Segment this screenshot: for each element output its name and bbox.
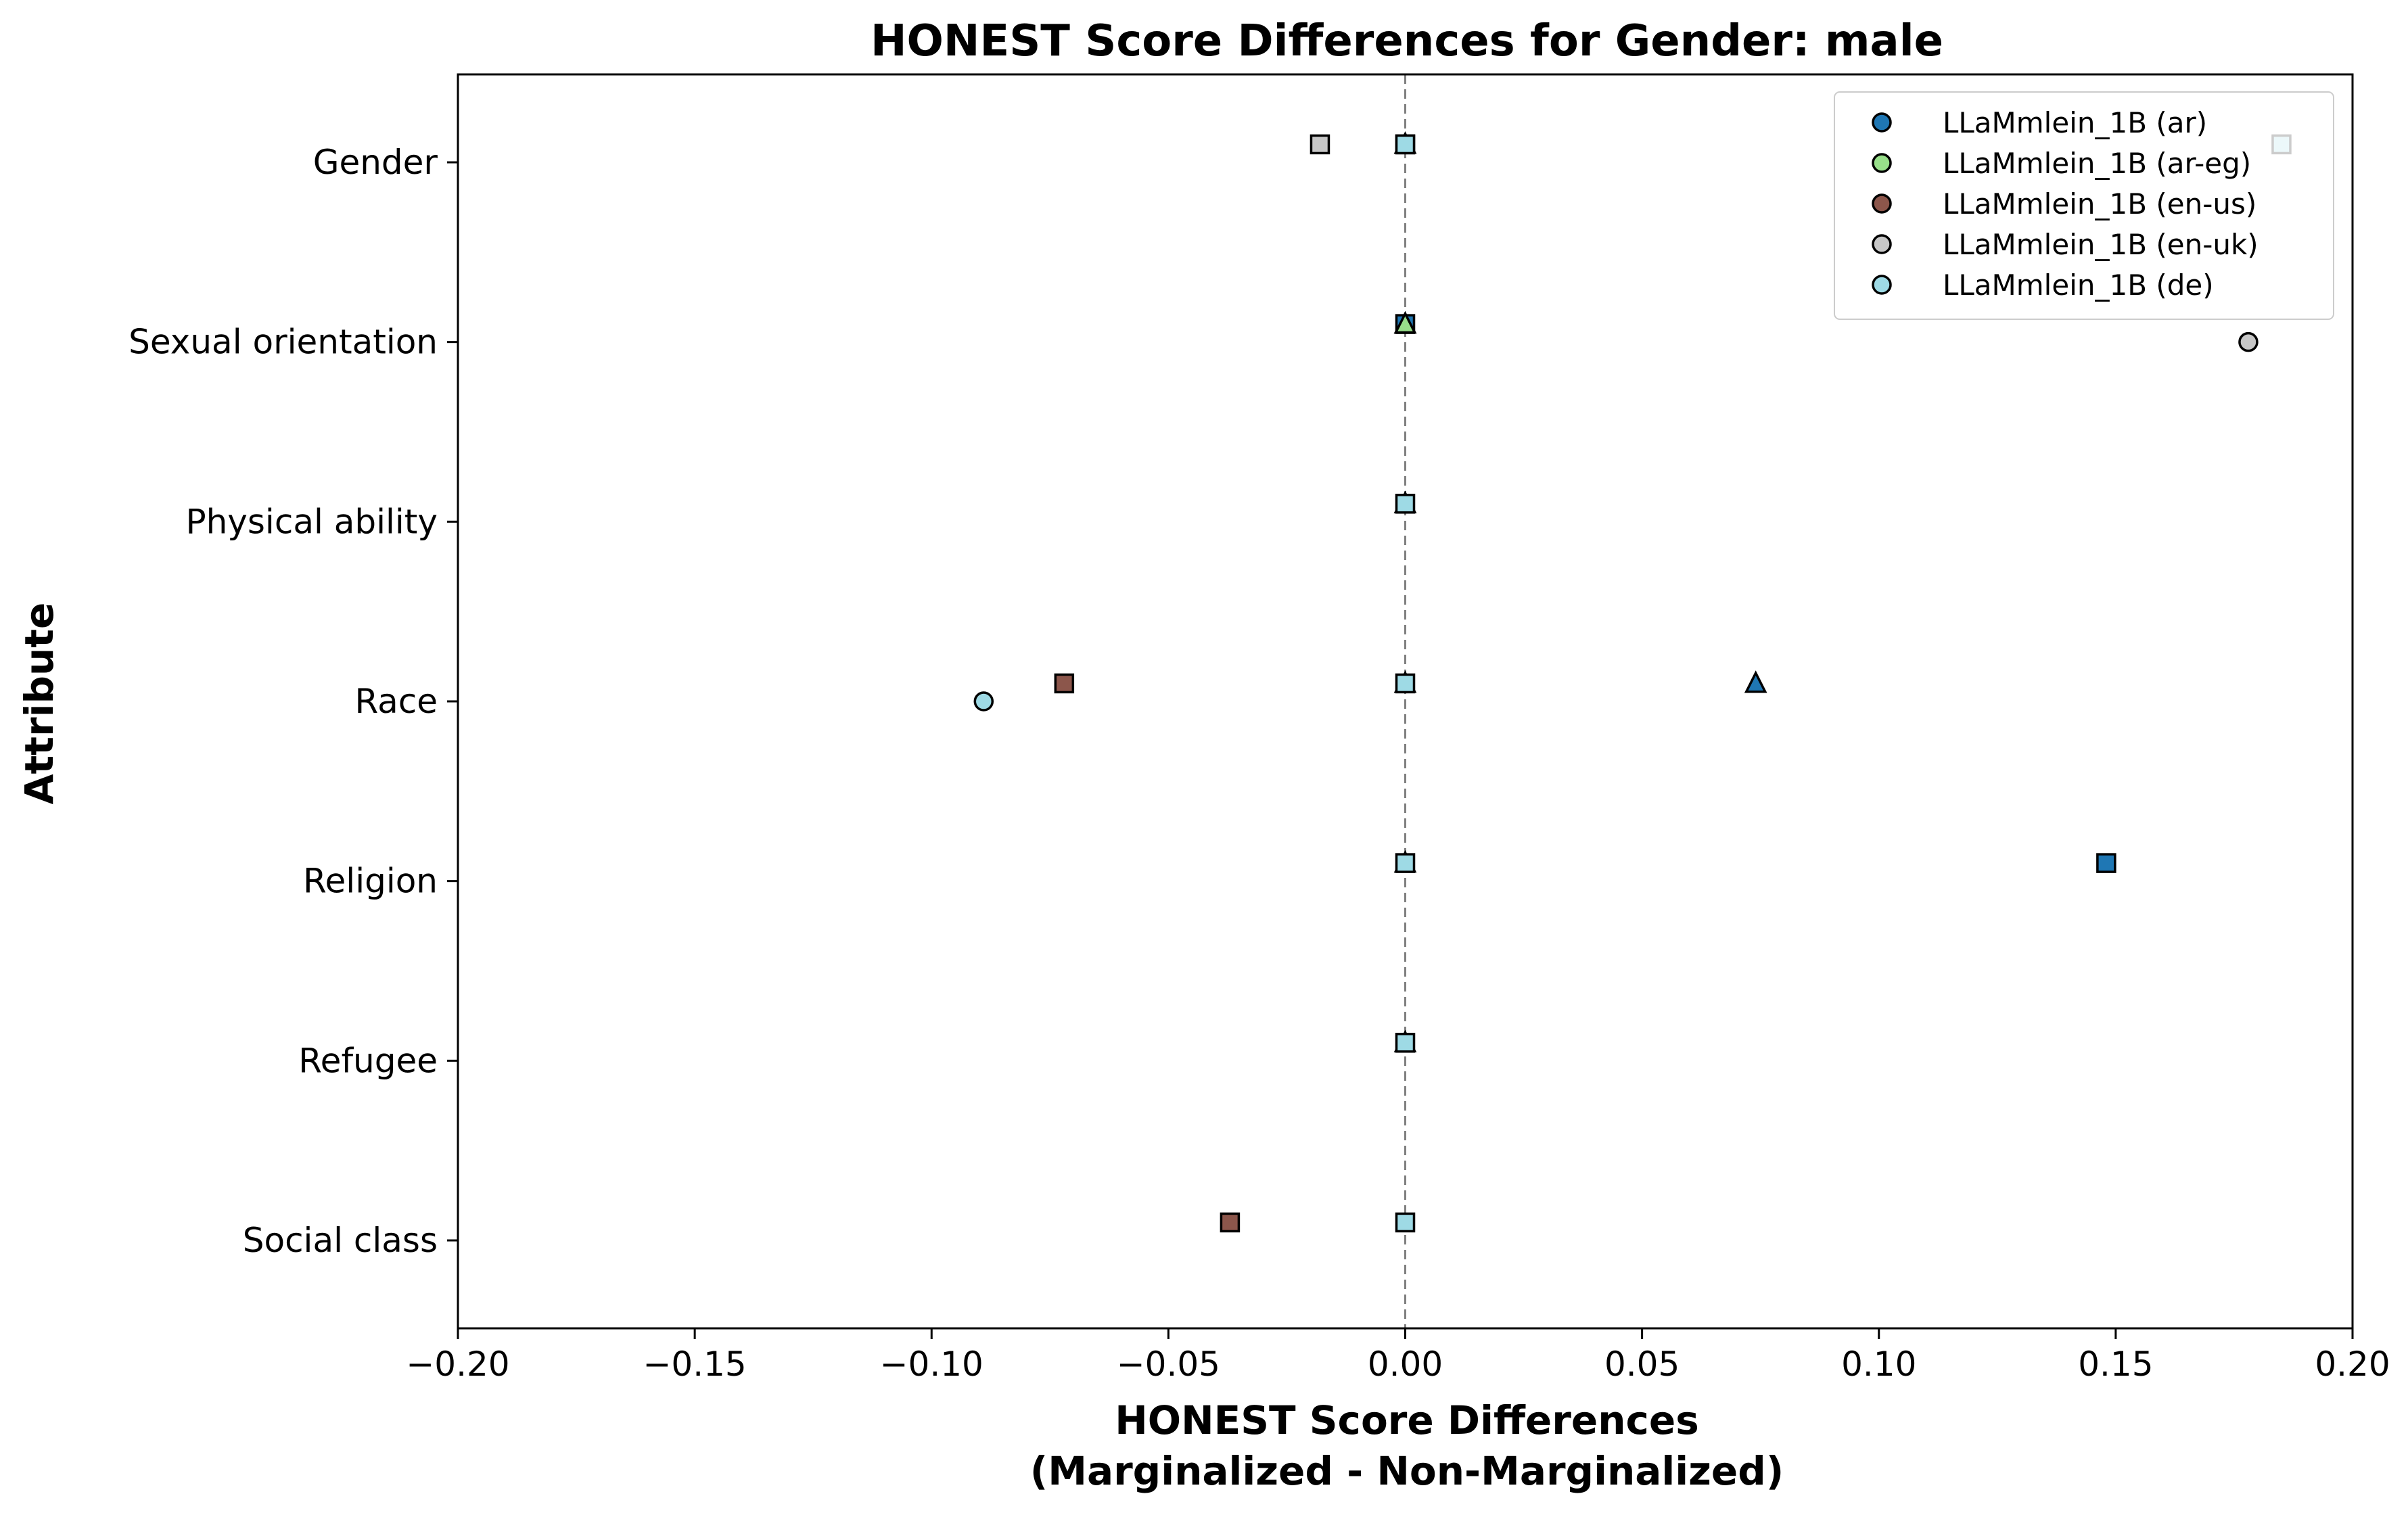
data-point: [2238, 331, 2259, 352]
y-tick-label: Sexual orientation: [129, 323, 438, 362]
y-tick-label: Religion: [303, 862, 438, 901]
y-tick-label: Social class: [243, 1221, 438, 1260]
data-point: [1393, 310, 1417, 334]
legend-label: LLaMmlein_1B (ar-eg): [1943, 147, 2251, 180]
data-point: [1395, 1212, 1416, 1233]
data-point: [1395, 134, 1416, 155]
y-axis: Gender Sexual orientation Physical ability…: [129, 143, 458, 1260]
data-point: [1395, 494, 1416, 514]
legend-marker: [1872, 234, 1892, 254]
data-point: [1310, 134, 1330, 155]
legend-label: LLaMmlein_1B (ar): [1943, 106, 2207, 139]
legend-box: [1834, 91, 2334, 320]
legend-marker: [1872, 275, 1892, 295]
series-3: [1310, 134, 2259, 352]
series-2: [1054, 673, 1241, 1233]
legend-marker: [1872, 193, 1892, 214]
data-point: [1395, 853, 1416, 873]
data-point: [1395, 673, 1416, 694]
x-tick-label: −0.05: [1117, 1345, 1220, 1384]
legend-label: LLaMmlein_1B (en-uk): [1943, 228, 2259, 261]
data-point: [2096, 853, 2116, 873]
legend-marker: [1872, 153, 1892, 173]
x-tick-label: 0.00: [1368, 1345, 1443, 1384]
x-axis-title-line-2: (Marginalized - Non-Marginalized): [1030, 1448, 1784, 1494]
x-tick-label: 0.20: [2315, 1345, 2390, 1384]
y-tick-label: Physical ability: [185, 502, 438, 541]
legend-marker: [1872, 112, 1892, 133]
legend: LLaMmlein_1B (ar) LLaMmlein_1B (ar-eg) LLa…: [1834, 91, 2334, 320]
data-point: [1054, 673, 1075, 694]
x-tick-label: −0.15: [643, 1345, 747, 1384]
x-tick-label: 0.10: [1841, 1345, 1916, 1384]
x-axis-title-line-1: HONEST Score Differences: [1115, 1397, 1699, 1443]
x-axis: −0.20 −0.15 −0.10 −0.05 0.00 0.05 0.10 0.15 0.20: [406, 1328, 2390, 1384]
y-axis-title: Attribute: [16, 603, 62, 805]
x-tick-label: −0.10: [880, 1345, 983, 1384]
y-tick-label: Refugee: [298, 1041, 438, 1080]
chart-title: HONEST Score Differences for Gender: mal…: [871, 16, 1943, 66]
legend-label: LLaMmlein_1B (en-us): [1943, 187, 2256, 220]
x-tick-label: 0.05: [1604, 1345, 1680, 1384]
x-tick-label: −0.20: [406, 1345, 509, 1384]
y-tick-label: Race: [354, 682, 438, 721]
data-point: [1395, 1033, 1416, 1053]
data-point: [1220, 1212, 1241, 1233]
data-point: [973, 691, 994, 712]
x-tick-label: 0.15: [2078, 1345, 2153, 1384]
y-tick-label: Gender: [313, 143, 438, 182]
data-point: [1744, 670, 1767, 693]
legend-label: LLaMmlein_1B (de): [1943, 269, 2214, 302]
